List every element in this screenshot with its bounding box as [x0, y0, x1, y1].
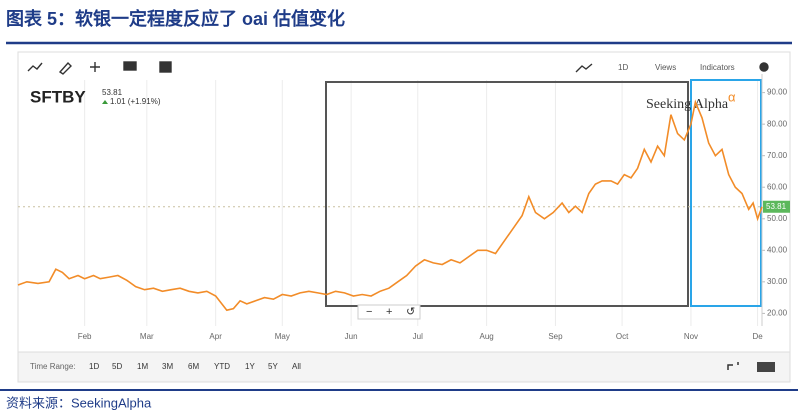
x-tick-label: Apr: [209, 332, 222, 341]
highlight-box-blue: [690, 79, 762, 307]
time-range-bar: [17, 351, 791, 383]
x-tick-label: Nov: [684, 332, 698, 341]
icon-cross[interactable]: [90, 62, 100, 72]
time-range-button[interactable]: 5D: [112, 362, 122, 371]
time-range-button[interactable]: 6M: [188, 362, 199, 371]
y-tick-label: 30.00: [767, 277, 788, 286]
x-tick-label: May: [275, 332, 290, 341]
toolbar-item[interactable]: Views: [655, 63, 676, 72]
last-value-box: [763, 200, 790, 213]
highlight-box-black: [325, 81, 689, 307]
keyboard-icon[interactable]: [757, 362, 775, 372]
ticker: SFTBY: [30, 87, 86, 106]
x-tick-label: Feb: [78, 332, 92, 341]
icon-pen[interactable]: [58, 61, 72, 75]
time-range-button[interactable]: 1M: [137, 362, 148, 371]
brand-alpha: α: [728, 89, 736, 104]
header-price: 53.81: [102, 88, 123, 97]
x-tick-label: Aug: [479, 332, 493, 341]
time-range-button[interactable]: All: [292, 362, 301, 371]
toolbar-icons: [27, 61, 769, 75]
y-tick-label: 50.00: [767, 214, 788, 223]
time-range-button[interactable]: 5Y: [268, 362, 278, 371]
price-line: [17, 99, 763, 312]
x-tick-label: Sep: [548, 332, 563, 341]
x-tick-label: Jul: [413, 332, 423, 341]
icon-table[interactable]: [159, 61, 172, 73]
zoom-controls: − + ↺: [357, 304, 421, 320]
x-tick-label: Oct: [616, 332, 629, 341]
y-tick-label: 40.00: [767, 245, 788, 254]
icon-comment[interactable]: [123, 61, 137, 71]
zoom-in[interactable]: +: [386, 306, 392, 318]
header-change: 1.01 (+1.91%): [110, 97, 161, 106]
zoom-out[interactable]: −: [366, 306, 372, 318]
zoom-box: [357, 304, 421, 320]
time-range-label: Time Range:: [30, 362, 76, 371]
icon-chart-type[interactable]: [575, 63, 593, 73]
x-tick-label: Jun: [345, 332, 358, 341]
y-tick-label: 80.00: [767, 119, 788, 128]
zoom-reset[interactable]: ↺: [406, 306, 415, 318]
up-arrow: [102, 100, 108, 104]
source: 资料来源：SeekingAlpha: [6, 395, 152, 410]
expand-icon[interactable]: [727, 362, 739, 370]
time-range-button[interactable]: 3M: [162, 362, 173, 371]
toolbar-item[interactable]: 1D: [618, 63, 628, 72]
figure-title: 图表 5：软银一定程度反应了 oai 估值变化: [6, 8, 345, 29]
y-tick-label: 20.00: [767, 308, 788, 317]
time-range-button[interactable]: YTD: [214, 362, 230, 371]
brand: Seeking Alpha: [646, 97, 729, 112]
time-range-button[interactable]: 1Y: [245, 362, 255, 371]
x-tick-label: De: [752, 332, 763, 341]
toolbar-item[interactable]: Indicators: [700, 63, 735, 72]
x-tick-label: Mar: [140, 332, 154, 341]
y-tick-label: 90.00: [767, 88, 788, 97]
time-range-button[interactable]: 1D: [89, 362, 99, 371]
last-value-label: 53.81: [766, 202, 787, 211]
y-tick-label: 70.00: [767, 151, 788, 160]
icon-settings[interactable]: [759, 62, 769, 72]
icon-draw[interactable]: [27, 62, 43, 72]
y-tick-label: 60.00: [767, 182, 788, 191]
